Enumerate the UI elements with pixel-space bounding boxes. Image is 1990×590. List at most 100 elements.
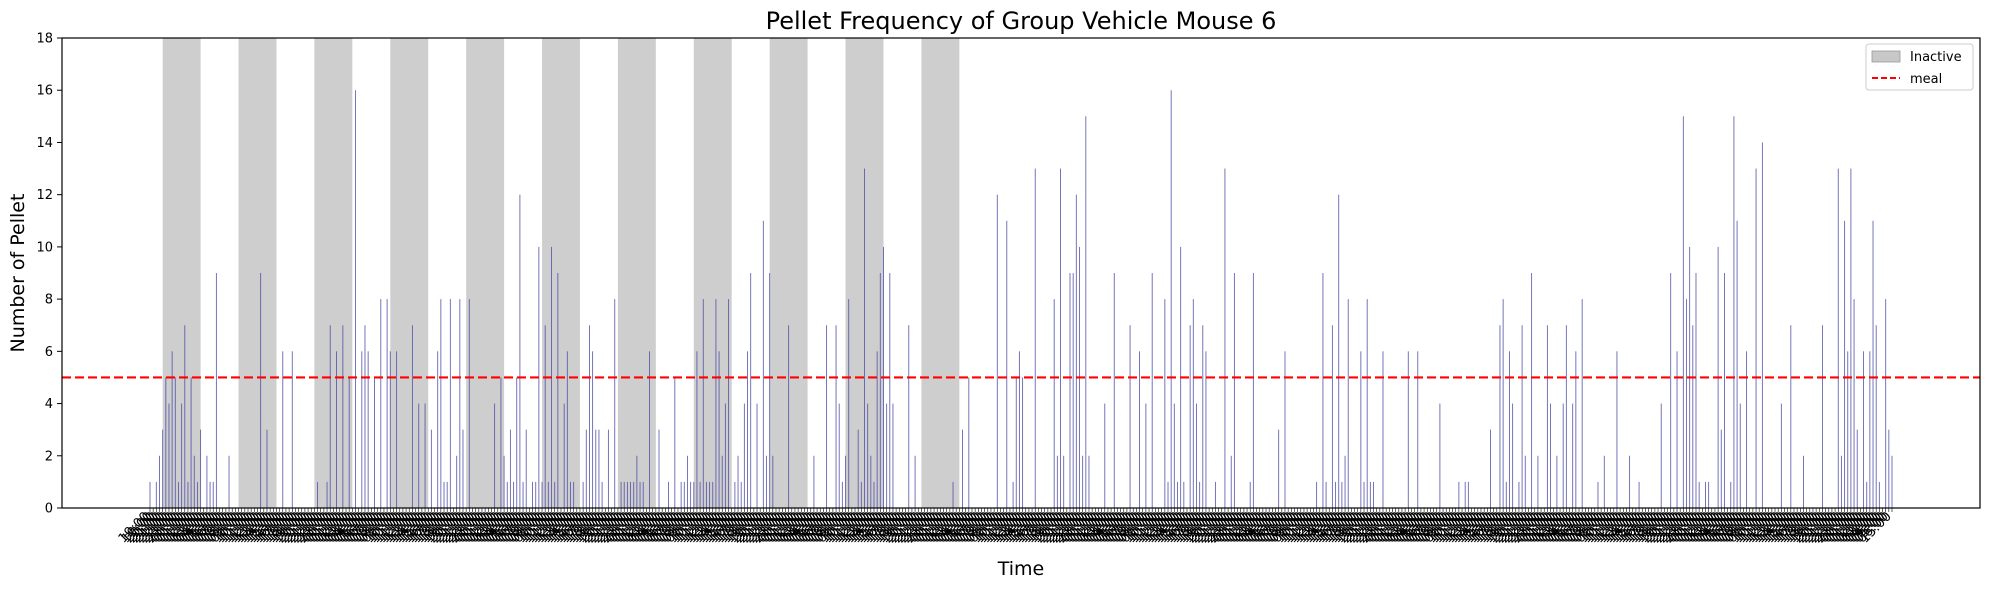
bar (1407, 351, 1409, 508)
bar (1069, 273, 1071, 508)
bar (696, 351, 698, 508)
legend-meal-label: meal (1910, 72, 1942, 87)
bar (674, 377, 676, 508)
bar (1467, 481, 1469, 508)
bar (1575, 351, 1577, 508)
y-tick-label: 16 (36, 84, 53, 99)
bar (1723, 273, 1725, 508)
bar (601, 481, 603, 508)
bar (1682, 116, 1684, 508)
bar (389, 351, 391, 508)
bar (1698, 481, 1700, 508)
bar (418, 403, 420, 508)
bar (193, 455, 195, 508)
bar (838, 403, 840, 508)
bar (459, 299, 461, 508)
bar (456, 455, 458, 508)
bar (1369, 481, 1371, 508)
bar (1780, 403, 1782, 508)
bar (329, 325, 331, 508)
bar (699, 481, 701, 508)
bar (1173, 403, 1175, 508)
bar (1363, 481, 1365, 508)
bar (155, 481, 157, 508)
bar (1006, 220, 1008, 508)
bar (864, 168, 865, 508)
bar (557, 273, 559, 508)
bar (326, 481, 328, 508)
bar (1638, 481, 1640, 508)
bar (1761, 142, 1763, 508)
bar (996, 194, 998, 509)
bar (892, 403, 894, 508)
bar (260, 273, 262, 508)
bar (541, 481, 543, 508)
inactive-band (921, 38, 960, 508)
bar (1872, 220, 1874, 508)
bar (750, 273, 752, 508)
bar (1822, 325, 1823, 508)
bar (607, 429, 609, 508)
bar (1499, 325, 1501, 508)
legend-inactive-label: Inactive (1910, 50, 1962, 65)
bar (769, 273, 771, 508)
bar (1676, 351, 1678, 508)
bar (462, 429, 464, 508)
bar (159, 455, 160, 508)
bar (879, 273, 881, 508)
bar (1546, 325, 1548, 508)
bar (178, 481, 179, 508)
y-tick-label: 14 (36, 136, 53, 151)
y-tick-label: 0 (45, 502, 53, 517)
bar (1888, 429, 1890, 508)
bar (582, 481, 584, 508)
bar (623, 481, 625, 508)
bar (1104, 403, 1106, 508)
bar (639, 481, 641, 508)
bar (1708, 481, 1710, 508)
bar (1878, 481, 1880, 508)
bar (566, 351, 568, 508)
bar (547, 481, 549, 508)
bar (1177, 481, 1178, 508)
bar (209, 481, 211, 508)
bar (636, 455, 638, 508)
bar (1063, 455, 1065, 508)
y-axis: 0 2 4 6 8 10 12 14 16 18 (36, 32, 62, 517)
bar (595, 429, 597, 508)
bar (1660, 403, 1662, 508)
bar (589, 325, 590, 508)
bar (149, 481, 151, 508)
bar (1705, 481, 1706, 508)
bar (342, 325, 344, 508)
bar (845, 455, 846, 508)
y-tick-label: 2 (45, 449, 53, 464)
bar (171, 351, 173, 508)
bar (766, 455, 767, 508)
bar (443, 481, 445, 508)
bar (873, 481, 875, 508)
bar (626, 481, 628, 508)
bar (1629, 455, 1631, 508)
bar (380, 299, 382, 508)
legend-inactive-swatch (1871, 50, 1901, 63)
bar (1847, 351, 1849, 508)
bar (1316, 481, 1318, 508)
bar (184, 325, 186, 508)
bar (374, 377, 375, 508)
bar (598, 429, 600, 508)
bar (516, 377, 518, 508)
bar (1562, 403, 1564, 508)
bar (1537, 455, 1539, 508)
bar (826, 325, 828, 508)
bar (573, 481, 575, 508)
bar (1417, 351, 1419, 508)
bars (149, 90, 1893, 509)
inactive-bands (162, 38, 960, 508)
bar (1230, 455, 1232, 508)
bar (266, 429, 268, 508)
x-axis-label: Time (997, 558, 1045, 580)
bar (348, 377, 350, 508)
bar (1382, 351, 1384, 508)
bar (228, 455, 230, 508)
